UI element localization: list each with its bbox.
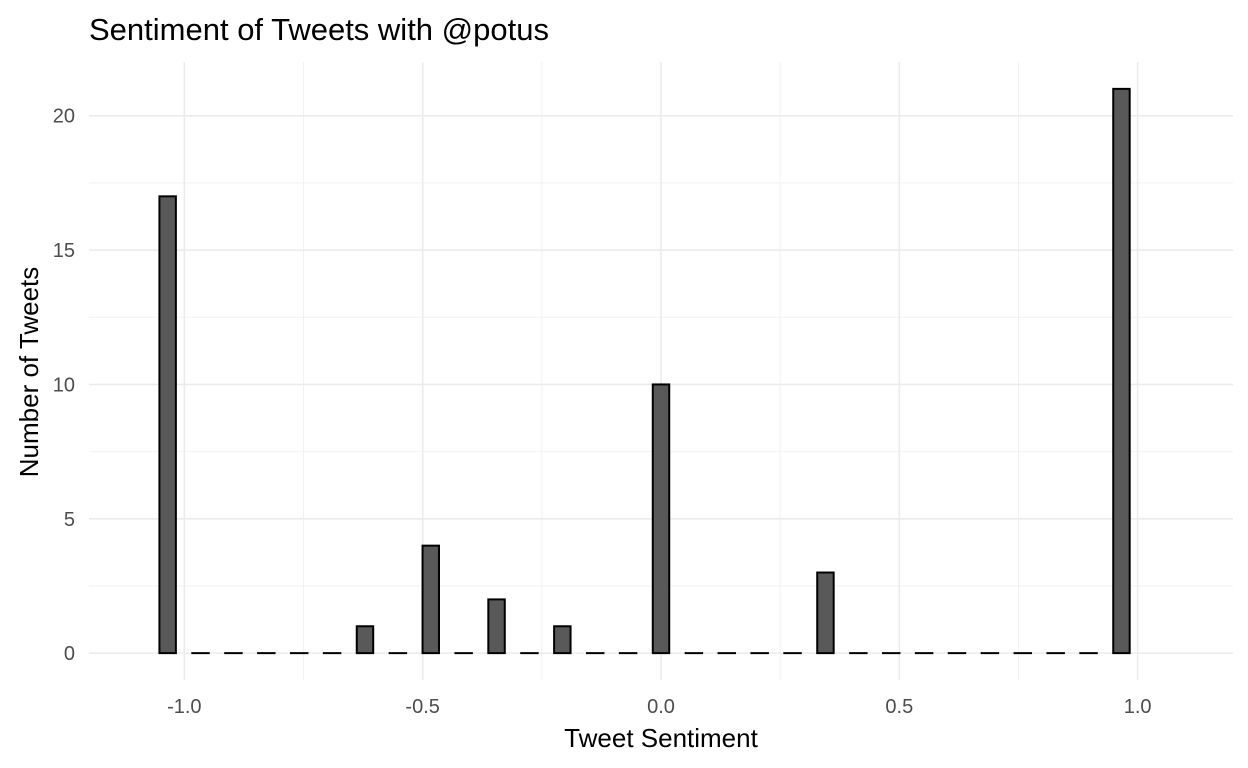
x-axis-tick-labels: -1.0 -0.5 0.0 0.5 1.0 xyxy=(167,696,1151,718)
y-tick-label: 20 xyxy=(53,106,75,128)
chart-title: Sentiment of Tweets with @potus xyxy=(89,12,549,47)
y-axis-tick-labels: 0 5 10 15 20 xyxy=(53,106,75,665)
histogram-bars xyxy=(158,87,1131,655)
histogram-bar xyxy=(553,625,572,655)
x-tick-label: -0.5 xyxy=(405,696,439,718)
y-tick-label: 15 xyxy=(53,240,75,262)
histogram-bar xyxy=(487,598,506,655)
x-tick-label: -1.0 xyxy=(167,696,201,718)
histogram-bar xyxy=(1112,87,1131,655)
histogram-bar xyxy=(158,195,177,655)
y-axis-title: Number of Tweets xyxy=(14,267,44,478)
y-tick-label: 5 xyxy=(64,509,75,531)
histogram-bar xyxy=(651,383,671,655)
x-axis-title: Tweet Sentiment xyxy=(564,723,758,753)
histogram-bar xyxy=(421,544,440,655)
x-tick-label: 1.0 xyxy=(1124,696,1152,718)
x-tick-label: 0.0 xyxy=(647,696,675,718)
x-tick-label: 0.5 xyxy=(885,696,913,718)
y-tick-label: 0 xyxy=(64,643,75,665)
histogram-bar xyxy=(816,571,835,655)
y-tick-label: 10 xyxy=(53,374,75,396)
histogram-bar xyxy=(355,625,375,655)
